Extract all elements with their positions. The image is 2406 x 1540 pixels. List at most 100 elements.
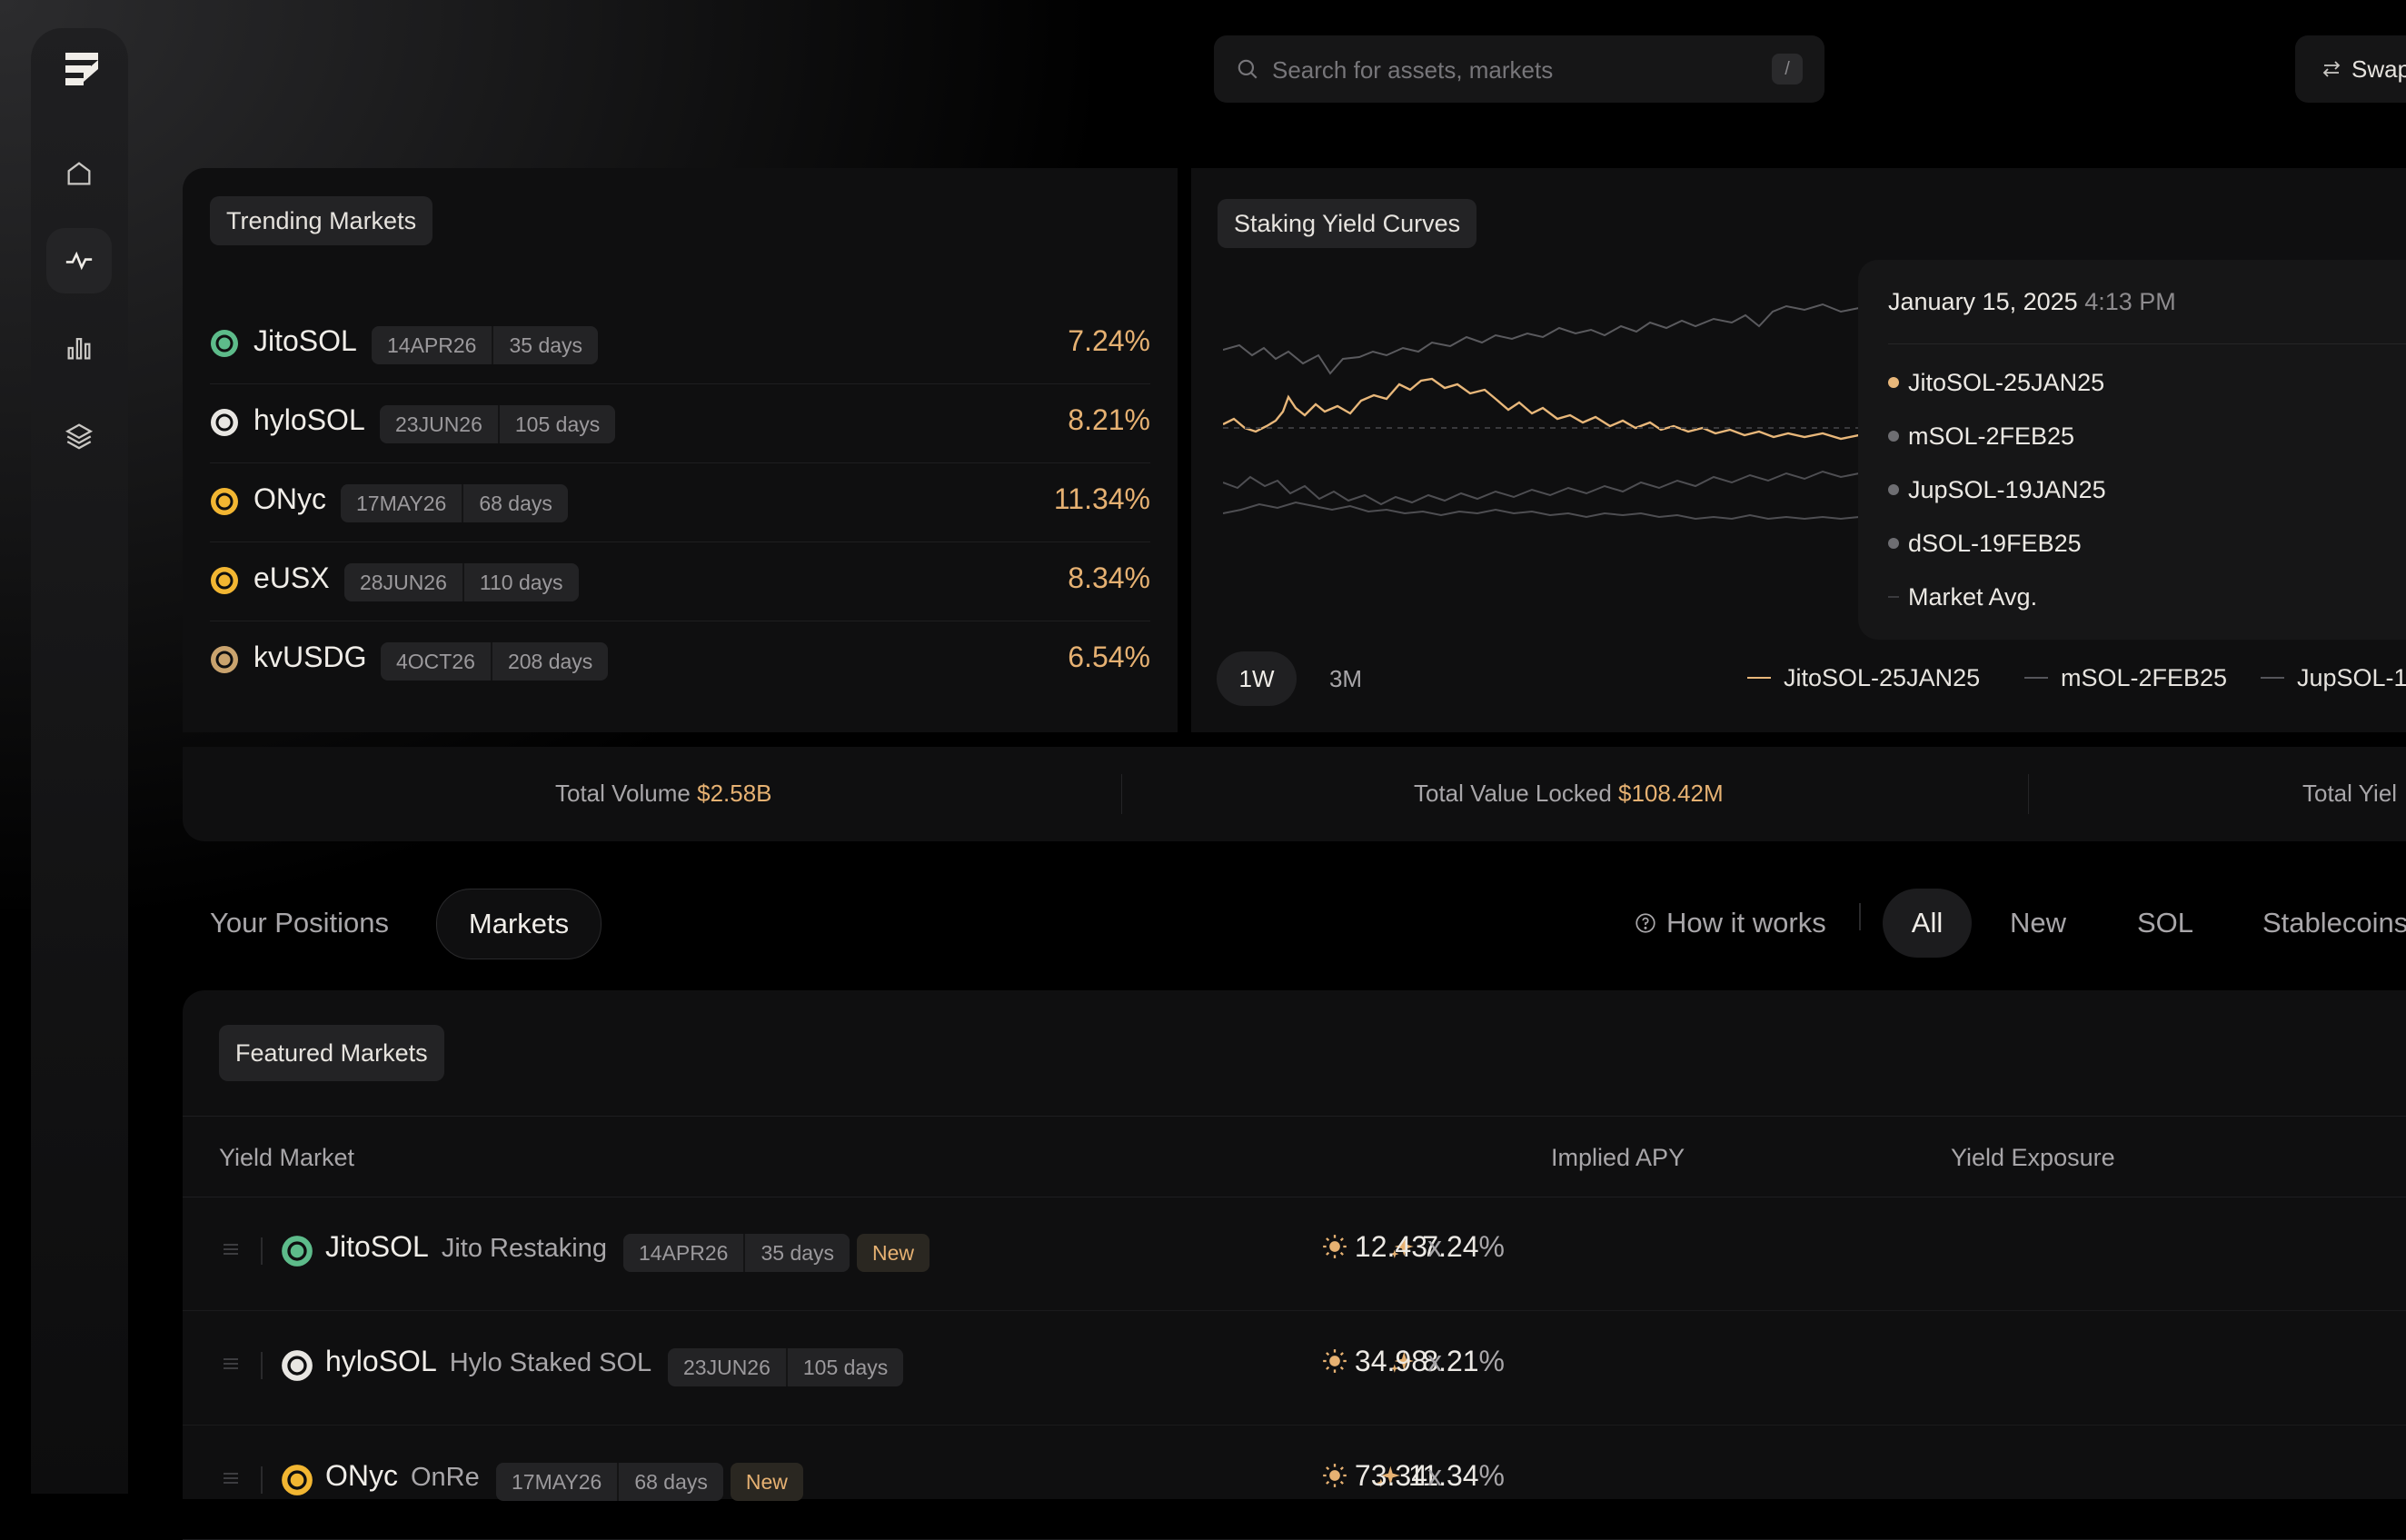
days-remaining: 68 days xyxy=(462,484,568,522)
token-name: ONyc xyxy=(325,1459,398,1492)
yield-curves-title: Staking Yield Curves xyxy=(1218,199,1477,248)
dot-icon xyxy=(1888,376,1899,388)
legend-item-msol[interactable]: mSOL-2FEB25 xyxy=(2024,664,2227,692)
trending-row[interactable]: eUSX 28JUN26 110 days 8.34% xyxy=(210,541,1150,621)
maturity-date: 14APR26 xyxy=(623,1234,744,1272)
col-implied-apy[interactable]: Implied APY xyxy=(1551,1144,1685,1171)
maturity-tags: 14APR26 35 days New xyxy=(623,1234,930,1272)
stat-total-yield: Total Yiel xyxy=(2302,780,2397,808)
tab-your-positions[interactable]: Your Positions xyxy=(210,907,390,939)
implied-apy: 7.24% xyxy=(1389,1230,1505,1264)
exposure-unit: x xyxy=(1427,1345,1442,1377)
nav-layers[interactable] xyxy=(46,402,112,468)
exposure-value: 34.98 xyxy=(1354,1345,1427,1377)
sparkle-icon xyxy=(1377,1465,1400,1487)
yield-exposure: 34.98x xyxy=(1322,1345,1442,1378)
range-1w-button[interactable]: 1W xyxy=(1217,651,1297,706)
col-yield-exposure[interactable]: Yield Exposure xyxy=(1951,1144,2115,1171)
filter-sol[interactable]: SOL xyxy=(2137,907,2194,939)
legend-label: JupSOL-1 xyxy=(2297,664,2406,691)
legend-item-jupsol[interactable]: JupSOL-1 xyxy=(2261,664,2406,692)
legend-label: mSOL-2FEB25 xyxy=(2061,664,2228,691)
dash-icon xyxy=(1888,595,1899,598)
nav-home[interactable] xyxy=(46,141,112,206)
search-bar[interactable]: Search for assets, markets / xyxy=(1214,35,1824,103)
logo-icon[interactable] xyxy=(64,49,100,93)
trending-row[interactable]: JitoSOL 14APR26 35 days 7.24% xyxy=(210,304,1150,384)
row-divider xyxy=(261,1237,263,1265)
tooltip-item-label: dSOL-19FEB25 xyxy=(1908,530,2082,557)
exposure-unit: x xyxy=(1427,1230,1442,1263)
drag-handle-icon[interactable] xyxy=(221,1239,241,1259)
stat-label: Total Value Locked xyxy=(1414,780,1612,807)
maturity-date: 14APR26 xyxy=(372,326,492,364)
dot-icon xyxy=(1888,537,1899,549)
dot-icon xyxy=(1888,483,1899,495)
maturity-date: 28JUN26 xyxy=(344,563,462,601)
swap-icon xyxy=(2322,61,2341,77)
stats-divider xyxy=(2028,774,2029,814)
trending-title: Trending Markets xyxy=(210,196,433,245)
nav-activity[interactable] xyxy=(46,228,112,293)
trending-row[interactable]: kvUSDG 4OCT26 208 days 6.54% xyxy=(210,621,1150,700)
tooltip-datetime: January 15, 2025 4:13 PM xyxy=(1888,288,2176,316)
days-remaining: 35 days xyxy=(492,326,599,364)
market-provider: Jito Restaking xyxy=(441,1234,607,1263)
token-name: JitoSOL xyxy=(325,1230,429,1263)
drag-handle-icon[interactable] xyxy=(221,1468,241,1488)
tab-markets[interactable]: Markets xyxy=(436,889,602,959)
token-eusx-icon xyxy=(211,567,238,594)
layers-icon xyxy=(65,423,94,450)
trending-row[interactable]: ONyc 17MAY26 68 days 11.34% xyxy=(210,462,1150,542)
legend-item-jitosol[interactable]: JitoSOL-25JAN25 xyxy=(1747,664,1980,692)
search-input[interactable]: Search for assets, markets xyxy=(1272,56,1554,84)
yield-chart[interactable] xyxy=(1223,295,1886,641)
legend-label: JitoSOL-25JAN25 xyxy=(1784,664,1981,691)
token-name: hyloSOL xyxy=(254,403,365,436)
row-divider xyxy=(261,1352,263,1379)
token-onyc-icon xyxy=(211,488,238,515)
stat-label: Total Volume xyxy=(555,780,691,807)
table-row[interactable]: ONyc OnRe 17MAY26 68 days New 11.34% 73.34x xyxy=(183,1425,2406,1540)
trending-row[interactable]: hyloSOL 23JUN26 105 days 8.21% xyxy=(210,383,1150,463)
token-kvusdg-icon xyxy=(211,646,238,673)
token-name: hyloSOL xyxy=(325,1345,437,1377)
tooltip-item-dsol: dSOL-19FEB25 xyxy=(1888,530,2082,558)
maturity-date: 23JUN26 xyxy=(668,1348,786,1386)
days-remaining: 105 days xyxy=(497,405,616,443)
token-jitosol-icon xyxy=(282,1236,313,1267)
nav-analytics[interactable] xyxy=(46,315,112,381)
series-line-jitosol xyxy=(1223,377,1886,441)
swap-button[interactable]: Swap xyxy=(2295,35,2406,103)
filter-new[interactable]: New xyxy=(2010,907,2067,939)
apy-unit: % xyxy=(1478,1230,1505,1263)
filter-stablecoins[interactable]: Stablecoins xyxy=(2262,907,2406,939)
market-provider: OnRe xyxy=(411,1463,480,1492)
series-line-top xyxy=(1223,303,1886,375)
maturity-tags: 4OCT26 208 days xyxy=(381,642,609,681)
col-yield-market[interactable]: Yield Market xyxy=(219,1144,355,1171)
stats-divider xyxy=(1121,774,1122,814)
legend-swatch xyxy=(1747,676,1771,679)
table-row[interactable]: hyloSOL Hylo Staked SOL 23JUN26 105 days 8.2… xyxy=(183,1310,2406,1426)
filter-all[interactable]: All xyxy=(1883,889,1972,958)
table-row[interactable]: JitoSOL Jito Restaking 14APR26 35 days New 7.… xyxy=(183,1196,2406,1311)
maturity-tags: 23JUN26 105 days xyxy=(668,1348,904,1386)
maturity-tags: 17MAY26 68 days xyxy=(341,484,568,522)
bar-chart-icon xyxy=(67,337,91,360)
how-it-works-link[interactable]: How it works xyxy=(1634,889,1826,958)
tooltip-item-jitosol: JitoSOL-25JAN25 xyxy=(1888,369,2104,397)
implied-apy: 8.21% xyxy=(1068,403,1150,436)
yield-exposure: 12.43x xyxy=(1322,1230,1442,1264)
apy-value: 11.34 xyxy=(1407,1459,1479,1492)
table-header: Yield Market Implied APY Yield Exposure xyxy=(183,1116,2406,1197)
tooltip-item-label: Market Avg. xyxy=(1908,583,2038,611)
stat-label: Total Yiel xyxy=(2302,780,2398,807)
implied-apy: 7.24% xyxy=(1068,324,1150,357)
drag-handle-icon[interactable] xyxy=(221,1354,241,1374)
token-name: kvUSDG xyxy=(254,641,367,673)
maturity-tags: 14APR26 35 days xyxy=(372,326,599,364)
range-3m-button[interactable]: 3M xyxy=(1328,665,1363,692)
token-hylosol-icon xyxy=(211,409,238,436)
series-line-bottom xyxy=(1223,501,1886,521)
